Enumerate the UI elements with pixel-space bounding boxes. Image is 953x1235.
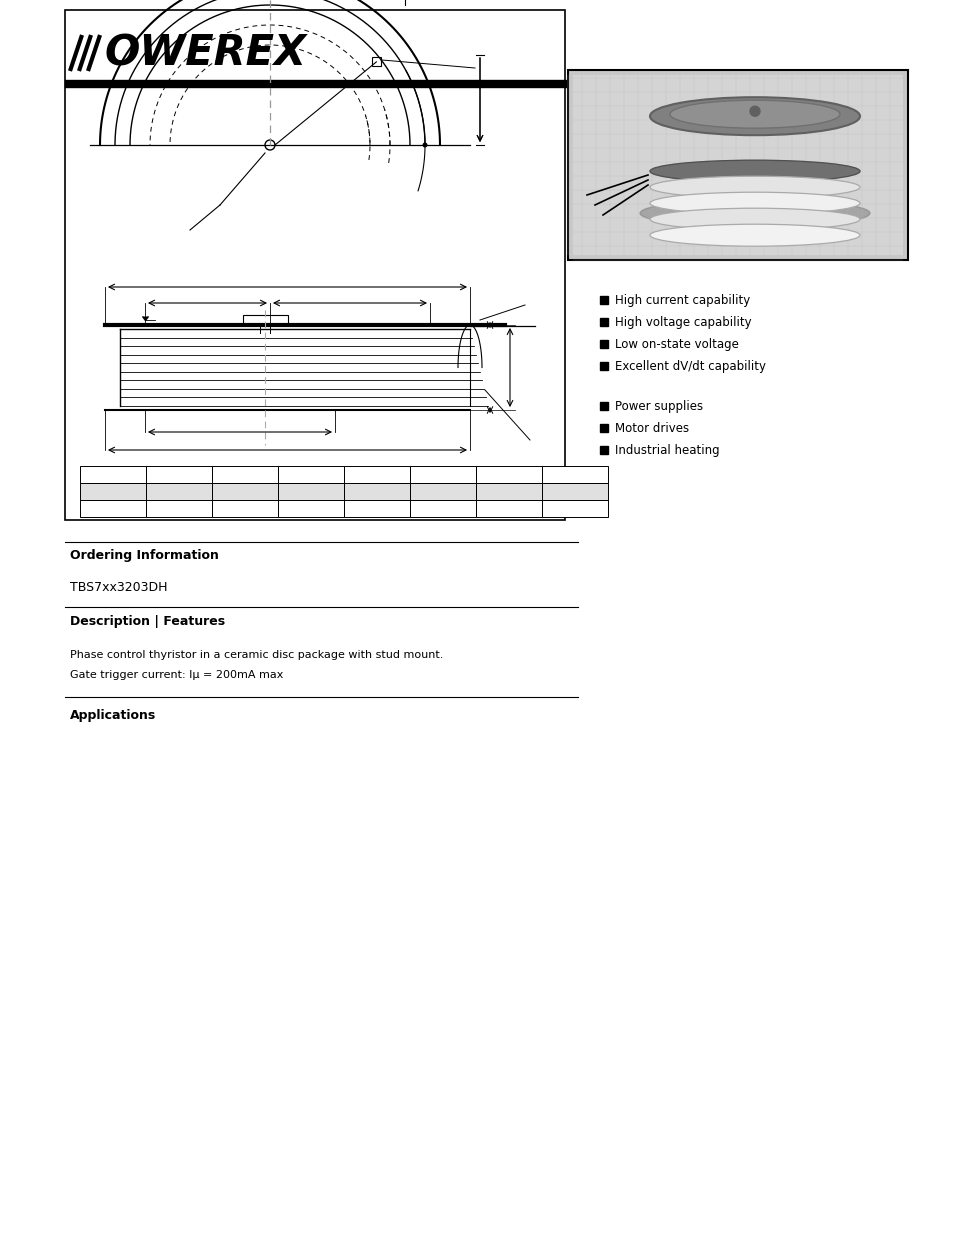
Text: Ordering Information: Ordering Information xyxy=(70,548,218,562)
Bar xyxy=(277,483,344,500)
Bar xyxy=(344,483,410,500)
Bar xyxy=(410,483,476,500)
Bar xyxy=(212,466,277,483)
Bar xyxy=(410,466,476,483)
Bar xyxy=(372,57,380,67)
Bar xyxy=(599,317,607,326)
Bar xyxy=(65,80,899,86)
Bar xyxy=(476,483,541,500)
Ellipse shape xyxy=(649,193,859,214)
Text: Power supplies: Power supplies xyxy=(615,399,702,412)
Ellipse shape xyxy=(649,161,859,183)
Circle shape xyxy=(749,106,760,116)
Text: OWEREX: OWEREX xyxy=(105,32,307,74)
Bar xyxy=(146,466,212,483)
Bar xyxy=(277,466,344,483)
Ellipse shape xyxy=(649,161,859,183)
Bar xyxy=(410,500,476,517)
Bar xyxy=(146,483,212,500)
Bar xyxy=(80,483,146,500)
Bar xyxy=(599,362,607,370)
Bar xyxy=(541,483,607,500)
Text: Description | Features: Description | Features xyxy=(70,615,225,627)
Bar xyxy=(476,466,541,483)
Text: TBS7xx3203DH: TBS7xx3203DH xyxy=(70,580,168,594)
Bar xyxy=(567,70,907,261)
Text: Gate trigger current: Iμ = 200mA max: Gate trigger current: Iμ = 200mA max xyxy=(70,671,283,680)
Bar xyxy=(277,500,344,517)
Bar xyxy=(573,75,902,254)
Bar xyxy=(146,500,212,517)
Bar xyxy=(599,424,607,432)
Text: Low on-state voltage: Low on-state voltage xyxy=(615,337,739,351)
Bar xyxy=(80,466,146,483)
Bar xyxy=(80,500,146,517)
Text: Phase control thyristor in a ceramic disc package with stud mount.: Phase control thyristor in a ceramic dis… xyxy=(70,650,443,659)
Text: High current capability: High current capability xyxy=(615,294,749,306)
Bar xyxy=(212,483,277,500)
Bar xyxy=(599,403,607,410)
Ellipse shape xyxy=(639,199,869,227)
Bar xyxy=(599,446,607,454)
Ellipse shape xyxy=(649,98,859,135)
Bar xyxy=(599,296,607,304)
Bar xyxy=(599,340,607,348)
Ellipse shape xyxy=(649,177,859,198)
Ellipse shape xyxy=(649,225,859,246)
Bar xyxy=(344,466,410,483)
Circle shape xyxy=(422,142,427,147)
Bar xyxy=(541,500,607,517)
Text: High voltage capability: High voltage capability xyxy=(615,315,751,329)
Bar xyxy=(541,466,607,483)
Ellipse shape xyxy=(649,209,859,230)
Text: Applications: Applications xyxy=(70,709,156,721)
Bar xyxy=(65,10,564,520)
Text: Excellent dV/dt capability: Excellent dV/dt capability xyxy=(615,359,765,373)
Text: Motor drives: Motor drives xyxy=(615,421,688,435)
Bar xyxy=(243,315,288,325)
Bar xyxy=(344,500,410,517)
Bar xyxy=(212,500,277,517)
Ellipse shape xyxy=(669,100,840,128)
Bar xyxy=(476,500,541,517)
Text: Industrial heating: Industrial heating xyxy=(615,443,719,457)
